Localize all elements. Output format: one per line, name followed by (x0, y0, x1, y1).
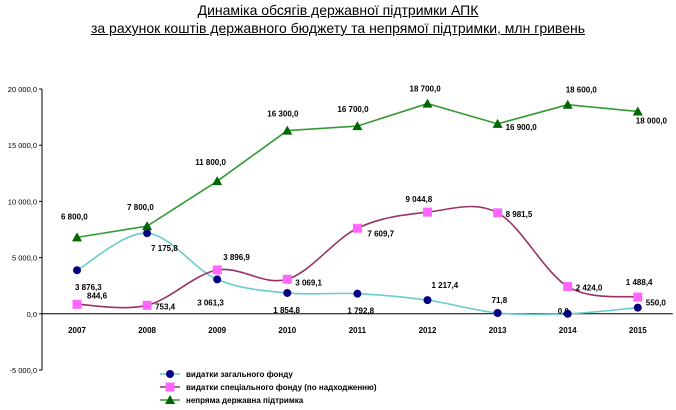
legend-marker (166, 370, 174, 378)
data-label: 16 700,0 (337, 105, 369, 114)
x-tick-label: 2012 (419, 326, 437, 335)
chart-subtitle: за рахунок коштів державного бюджету та … (90, 20, 586, 36)
y-tick-label: 20 000,0 (8, 85, 37, 94)
legend-marker (165, 382, 175, 392)
y-tick-label: 5 000,0 (12, 254, 37, 263)
x-tick-label: 2013 (489, 326, 507, 335)
series-2-point (72, 299, 82, 309)
series-1-point (633, 303, 642, 312)
chart-axes: -5 000,0 0,0 5 000,0 10 000,0 15 000,0 20 000… (8, 85, 673, 375)
x-tick-label: 2011 (349, 326, 367, 335)
series-3-point (142, 221, 153, 231)
data-label: 71,8 (492, 296, 508, 305)
series-3-point (632, 106, 643, 116)
data-label: 11 800,0 (195, 158, 226, 167)
data-label: 7 175,8 (151, 244, 178, 253)
y-tick-label: -5 000,0 (9, 366, 37, 375)
data-label: 7 800,0 (127, 203, 154, 212)
series-2-point (493, 208, 503, 218)
chart-series (72, 98, 643, 318)
data-label: 3 069,1 (295, 278, 322, 287)
data-label: 16 300,0 (267, 110, 299, 119)
series-2-point (142, 300, 152, 310)
data-label: 550,0 (646, 299, 667, 308)
data-label: 1 488,4 (626, 278, 653, 287)
data-label: 16 900,0 (506, 123, 538, 132)
series-1-point (73, 266, 81, 275)
series-1-point (563, 309, 572, 318)
series-2-point (282, 274, 292, 284)
series-1-point (143, 229, 152, 238)
y-tick-label: 0,0 (27, 310, 37, 319)
series-3-point (212, 176, 223, 186)
x-tick-label: 2014 (559, 326, 577, 335)
series-1-point (283, 288, 292, 297)
series-1-point (213, 275, 222, 284)
data-label: 1 217,4 (432, 281, 459, 290)
data-label: 9 044,8 (406, 195, 433, 204)
series-1-point (353, 289, 362, 298)
data-label: 844,6 (87, 291, 108, 300)
series-2-point (212, 265, 222, 275)
series-3-point (422, 98, 433, 108)
data-label: 8 981,5 (506, 210, 533, 219)
data-label: 753,4 (155, 302, 176, 311)
data-label: 18 600,0 (566, 86, 598, 95)
y-tick-label: 15 000,0 (8, 141, 37, 150)
x-tick-label: 2015 (629, 326, 647, 335)
legend-marker (165, 395, 175, 404)
data-label: 18 000,0 (636, 116, 668, 125)
data-label: 0,0 (558, 307, 570, 316)
chart-data-labels: 3 876,3 7 175,8 3 061,3 1 854,8 1 792,8 1 217… (61, 85, 667, 316)
legend-entry: видатки загального фонду (186, 370, 293, 379)
data-label: 3 896,9 (223, 253, 250, 262)
chart-legend: видатки загального фонду видатки спеціаль… (160, 370, 377, 405)
series-2-point (633, 292, 643, 302)
data-label: 2 424,0 (576, 284, 603, 293)
series-3-point (562, 99, 573, 109)
series-2-point (352, 223, 362, 233)
legend-entry: непряма державна підтримка (186, 396, 304, 405)
series-2-point (423, 207, 432, 217)
data-label: 1 792,8 (347, 307, 374, 316)
series-1-point (423, 296, 432, 305)
series-3-point (282, 125, 293, 135)
data-label: 18 700,0 (410, 85, 442, 94)
series-1-point (493, 308, 502, 317)
x-tick-label: 2010 (278, 326, 296, 335)
x-tick-label: 2009 (208, 326, 226, 335)
series-2-point (563, 282, 573, 292)
data-label: 3 876,3 (75, 283, 102, 292)
x-tick-label: 2007 (68, 326, 86, 335)
legend-entry: видатки спеціального фонду (по надходжен… (186, 383, 377, 392)
y-tick-label: 10 000,0 (8, 197, 37, 206)
data-label: 7 609,7 (367, 229, 394, 238)
data-label: 3 061,3 (197, 298, 224, 307)
chart-title: Динаміка обсягів державної підтримки АПК (197, 2, 479, 18)
series-3-point (72, 232, 82, 242)
data-label: 6 800,0 (61, 212, 88, 221)
series-3-point (352, 121, 363, 131)
data-label: 1 854,8 (273, 306, 300, 315)
series-3-point (492, 118, 503, 128)
x-tick-label: 2008 (138, 326, 156, 335)
